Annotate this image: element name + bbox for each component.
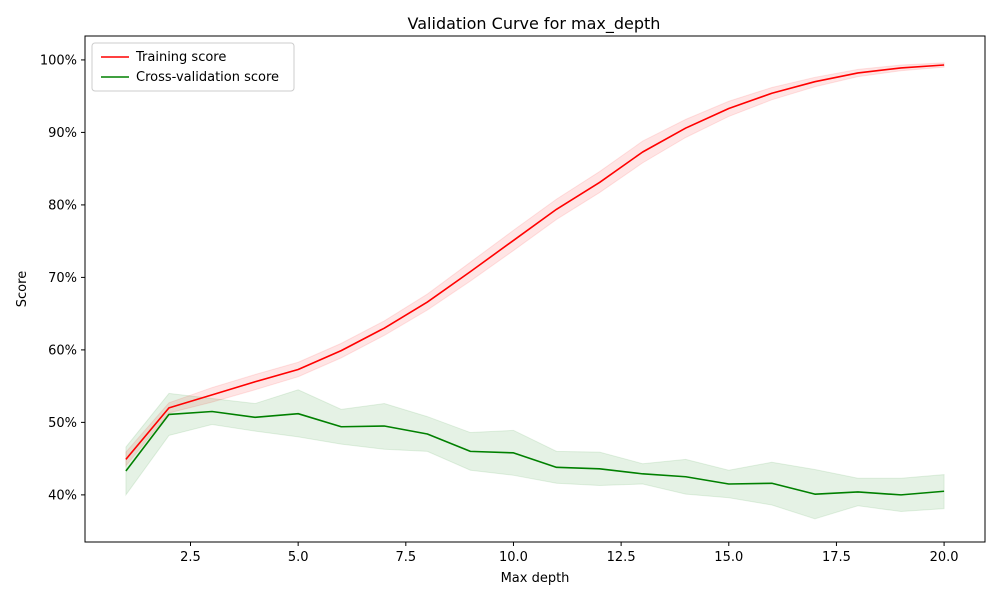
y-tick-label: 60% — [48, 343, 77, 358]
y-tick-label: 80% — [48, 198, 77, 213]
x-tick-label: 5.0 — [288, 550, 309, 565]
legend-label-training: Training score — [135, 50, 226, 65]
x-tick-label: 15.0 — [714, 550, 743, 565]
y-axis: 40% 50% 60% 70% 80% 90% 100% — [40, 53, 85, 503]
confidence-bands — [125, 62, 945, 520]
training-confidence-band — [125, 62, 945, 468]
legend-box — [91, 42, 295, 92]
training-line — [125, 64, 945, 460]
x-axis-title: Max depth — [501, 571, 570, 586]
x-tick-label: 10.0 — [499, 550, 528, 565]
legend: Training score Cross-validation score — [91, 42, 295, 92]
y-tick-label: 50% — [48, 416, 77, 431]
x-tick-label: 12.5 — [607, 550, 636, 565]
x-tick-label: 7.5 — [395, 550, 416, 565]
x-tick-label: 20.0 — [930, 550, 959, 565]
series-lines — [125, 64, 945, 496]
y-tick-label: 100% — [40, 53, 77, 68]
y-tick-label: 40% — [48, 488, 77, 503]
y-axis-title: Score — [15, 271, 30, 307]
y-tick-label: 70% — [48, 271, 77, 286]
x-axis: 2.5 5.0 7.5 10.0 12.5 15.0 17.5 20.0 — [180, 542, 959, 565]
y-tick-label: 90% — [48, 126, 77, 141]
x-tick-label: 2.5 — [180, 550, 201, 565]
plot-frame — [84, 35, 986, 543]
cross-validation-line — [125, 410, 945, 496]
chart-title: Validation Curve for max_depth — [408, 14, 661, 34]
legend-label-cross-validation: Cross-validation score — [136, 70, 279, 85]
x-tick-label: 17.5 — [822, 550, 851, 565]
cross-validation-confidence-band — [125, 389, 945, 520]
